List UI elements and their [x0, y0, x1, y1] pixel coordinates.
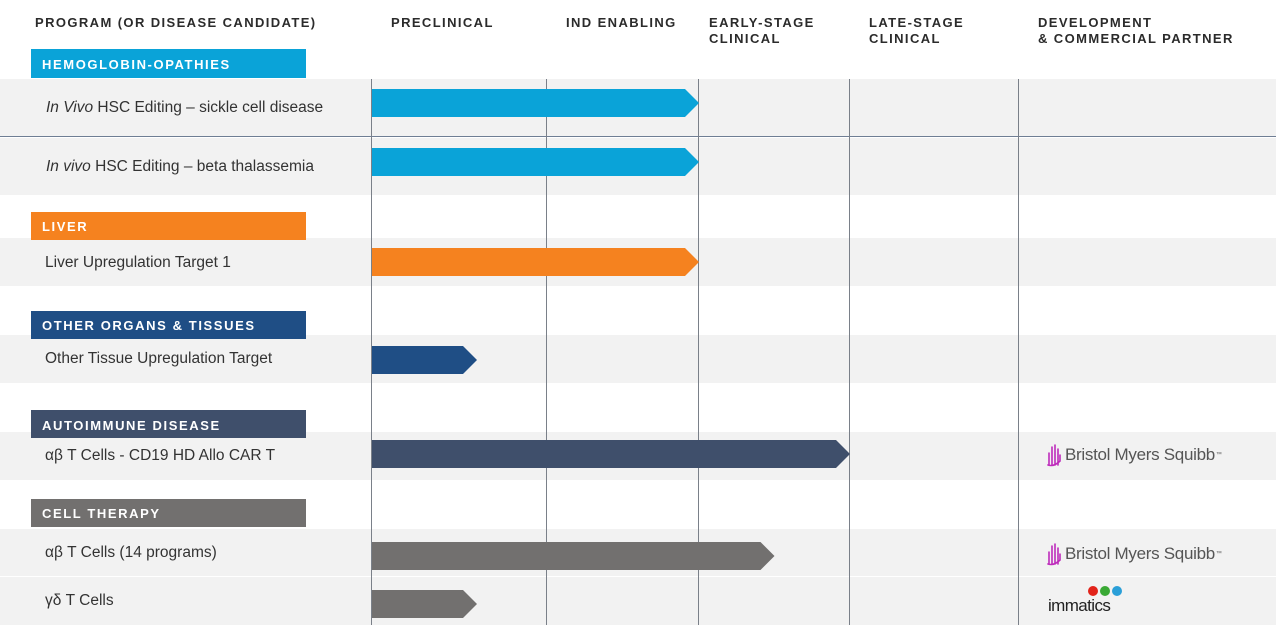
partner-name: immatics — [1048, 596, 1111, 615]
trademark-mark: ™ — [1215, 551, 1222, 557]
program-label-liver-target: Liver Upregulation Target 1 — [45, 254, 231, 271]
progress-arrow-liver-target — [372, 248, 699, 276]
immatics-dot-blue-icon — [1112, 586, 1122, 596]
partner-logo-bms: Bristol Myers Squibb ™ — [1046, 443, 1222, 467]
progress-arrow-other-tissue — [372, 346, 477, 374]
header-partner-line2: & COMMERCIAL PARTNER — [1038, 31, 1234, 46]
bms-hand-icon — [1047, 444, 1061, 467]
partner-logo-immatics: immatics — [1048, 586, 1128, 615]
trademark-mark: ™ — [1215, 452, 1222, 458]
category-hemoglobinopathies: HEMOGLOBIN-OPATHIES — [31, 49, 306, 78]
row-divider — [0, 136, 1276, 137]
header-early-stage: EARLY-STAGE CLINICAL — [709, 15, 815, 47]
program-label-italic: In Vivo — [46, 99, 94, 116]
header-late-stage-line2: CLINICAL — [869, 31, 941, 46]
progress-arrow-ab-t-cells — [372, 542, 775, 570]
header-program: PROGRAM (OR DISEASE CANDIDATE) — [35, 15, 317, 30]
program-label-text: HSC Editing – sickle cell disease — [93, 99, 324, 116]
header-partner: DEVELOPMENT & COMMERCIAL PARTNER — [1038, 15, 1234, 47]
header-late-stage: LATE-STAGE CLINICAL — [869, 15, 964, 47]
gridline-ind-start — [546, 79, 547, 625]
category-cell-therapy: CELL THERAPY — [31, 499, 306, 527]
header-early-stage-line1: EARLY-STAGE — [709, 15, 815, 30]
immatics-dot-green-icon — [1100, 586, 1110, 596]
gridline-preclinical-start — [371, 79, 372, 625]
header-ind-enabling: IND ENABLING — [566, 15, 677, 30]
program-label-cd19-car-t: αβ T Cells - CD19 HD Allo CAR T — [45, 447, 276, 464]
program-label-italic: In vivo — [46, 158, 91, 175]
program-label-sickle-cell: In Vivo HSC Editing – sickle cell diseas… — [46, 99, 323, 117]
progress-arrow-beta-thalassemia — [372, 148, 699, 176]
progress-arrow-cd19-car-t — [372, 440, 850, 468]
progress-arrow-sickle-cell — [372, 89, 699, 117]
header-preclinical: PRECLINICAL — [391, 15, 494, 30]
program-label-beta-thalassemia: In vivo HSC Editing – beta thalassemia — [46, 158, 314, 176]
header-partner-line1: DEVELOPMENT — [1038, 15, 1153, 30]
partner-name: Bristol Myers Squibb — [1065, 544, 1215, 563]
bms-hand-icon — [1047, 543, 1061, 566]
header-late-stage-line1: LATE-STAGE — [869, 15, 965, 30]
gridline-early-start — [698, 79, 699, 625]
partner-name: Bristol Myers Squibb — [1065, 445, 1215, 464]
gridline-late-start — [849, 79, 850, 625]
header-early-stage-line2: CLINICAL — [709, 31, 781, 46]
category-liver: LIVER — [31, 212, 306, 240]
row-band-4 — [0, 335, 1276, 383]
partner-logo-bms: Bristol Myers Squibb ™ — [1046, 542, 1222, 566]
category-autoimmune: AUTOIMMUNE DISEASE — [31, 410, 306, 438]
program-label-ab-t-cells: αβ T Cells (14 programs) — [45, 544, 217, 561]
row-band-7 — [0, 577, 1276, 625]
program-label-text: HSC Editing – beta thalassemia — [90, 158, 314, 175]
gridline-partner-start — [1018, 79, 1019, 625]
row-divider-light — [0, 576, 1276, 577]
category-other-organs: OTHER ORGANS & TISSUES — [31, 311, 306, 339]
progress-arrow-gd-t-cells — [372, 590, 477, 618]
program-label-other-tissue: Other Tissue Upregulation Target — [45, 350, 273, 367]
immatics-dot-red-icon — [1088, 586, 1098, 596]
program-label-gd-t-cells: γδ T Cells — [45, 592, 114, 609]
